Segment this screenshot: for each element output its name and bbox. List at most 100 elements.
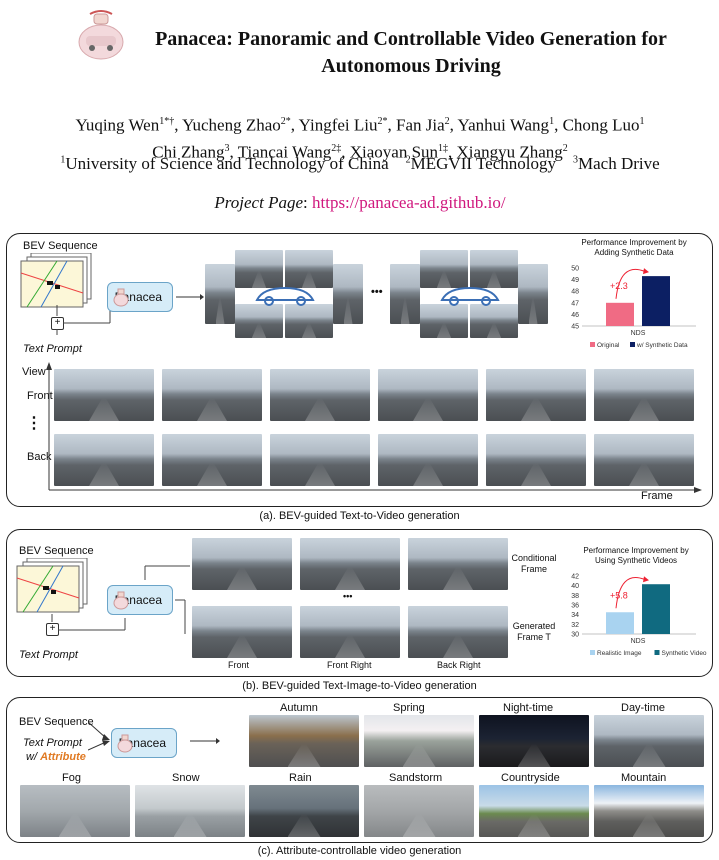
- chart-y-tick-label: 47: [571, 300, 579, 307]
- gen-frame-front-right: [300, 606, 400, 658]
- project-page-label: Project Page: [214, 193, 304, 212]
- conditional-label-1: Conditional: [511, 553, 557, 563]
- author-name-marker: 2*: [280, 116, 291, 127]
- panel-a-panorama-1: [205, 244, 363, 340]
- attr-label-night-time: Night-time: [503, 702, 554, 714]
- chart-legend-swatch: [590, 650, 595, 655]
- back-frame: [594, 434, 694, 486]
- attr-image-rain: [249, 785, 359, 837]
- panel-b-bev-map-icon: [16, 558, 88, 613]
- chart-delta-label: +5.8: [610, 590, 628, 600]
- panorama-1-view-front-right: [285, 250, 333, 288]
- attr-image-countryside: [479, 785, 589, 837]
- panacea-mini-logo-icon: [113, 288, 129, 307]
- attr-label-day-time: Day-time: [621, 702, 666, 714]
- panacea-mini-logo-icon: [113, 591, 129, 610]
- chart-bar: [642, 276, 670, 326]
- project-page-line: Project Page: https://panacea-ad.github.…: [214, 193, 506, 212]
- chart-y-tick-label: 34: [571, 612, 579, 619]
- attr-image-sandstorm: [364, 785, 474, 837]
- attribute-word: Attribute: [40, 751, 86, 763]
- chart-a-title-line-2: Adding Synthetic Data: [594, 248, 674, 257]
- chart-legend-label: Original: [597, 342, 620, 349]
- caption-c: (c). Attribute-controllable video genera…: [257, 845, 462, 857]
- front-frame: [378, 369, 478, 421]
- panel-b-combine-icon: +: [46, 623, 59, 636]
- affiliations: 1University of Science and Technology of…: [20, 154, 700, 174]
- title-line-2: Autonomous Driving: [321, 55, 501, 77]
- frame-view-axes: [46, 362, 702, 493]
- attr-image-night-time: [479, 715, 589, 767]
- chart-x-label: NDS: [631, 638, 646, 645]
- panorama-1-view-back-left: [235, 304, 283, 338]
- author-name: Chi Zhang: [152, 142, 225, 162]
- chart-y-tick-label: 48: [571, 289, 579, 296]
- panorama-2-view-right: [518, 264, 548, 324]
- author-name: Fan Jia: [396, 115, 445, 135]
- chart-b-title-line-1: Performance Improvement by: [583, 546, 689, 555]
- chart-y-tick-label: 46: [571, 312, 579, 319]
- panel-a-ellipsis: •••: [371, 286, 383, 298]
- chart-y-tick-label: 40: [571, 583, 579, 590]
- author-name: Yingfei Liu: [298, 115, 378, 135]
- attr-label-autumn: Autumn: [280, 702, 318, 714]
- attr-image-mountain: [594, 785, 704, 837]
- ego-car-icon: [255, 286, 315, 306]
- attr-image-autumn: [249, 715, 359, 767]
- back-frame: [162, 434, 262, 486]
- panel-b-bev-label: BEV Sequence: [19, 545, 94, 557]
- row-vdots: ⋮: [26, 415, 42, 432]
- panorama-2-view-left: [390, 264, 420, 324]
- authors-line-2: Chi Zhang3, Tiancai Wang2‡, Xiaoyan Sun1…: [152, 142, 568, 162]
- author-name: Yuqing Wen: [75, 115, 160, 135]
- chart-y-tick-label: 36: [571, 603, 579, 610]
- caption-a: (a). BEV-guided Text-to-Video generation: [259, 510, 460, 522]
- panel-b-panacea-model: Panacea: [107, 585, 173, 615]
- panel-a-bev-map-icon: [20, 253, 92, 308]
- chart-y-tick-label: 30: [571, 632, 579, 639]
- chart-y-tick-label: 42: [571, 574, 579, 581]
- back-frame: [486, 434, 586, 486]
- attr-label-spring: Spring: [393, 702, 425, 714]
- chart-b-title-line-2: Using Synthetic Videos: [594, 556, 678, 565]
- affiliation-name: Mach Drive: [577, 154, 660, 173]
- attr-label-sandstorm: Sandstorm: [389, 772, 443, 784]
- back-frame: [378, 434, 478, 486]
- panel-a-flow-arrows: [56, 305, 111, 335]
- chart-legend-label: Synthetic Video: [662, 650, 707, 657]
- author-name: Chong Luo: [562, 115, 640, 135]
- cond-frame-front-right: [300, 538, 400, 590]
- author-name-marker: 1*†: [159, 116, 175, 127]
- generated-label-2: Frame T: [517, 632, 551, 642]
- chart-delta-arrowhead: [643, 576, 649, 583]
- author-name: Yucheng Zhao: [182, 115, 281, 135]
- affiliation-marker: 1: [60, 154, 66, 166]
- panel-c-panacea-model: Panacea: [111, 728, 177, 758]
- front-frame: [270, 369, 370, 421]
- view-label-front-right: Front Right: [327, 660, 372, 670]
- chart-bar: [642, 584, 670, 634]
- generated-label-1: Generated: [512, 621, 556, 631]
- panacea-mini-logo-icon: [117, 734, 133, 753]
- chart-x-label: NDS: [631, 330, 646, 337]
- panel-a-panorama-2: [390, 244, 548, 340]
- axis-view-label: View: [22, 366, 46, 378]
- chart-b-title: Performance Improvement by Using Synthet…: [566, 546, 706, 566]
- paper-title: Panacea: Panoramic and Controllable Vide…: [126, 26, 696, 80]
- chart-delta-arrow: [615, 577, 645, 609]
- panel-c-attribute-line: w/ Attribute: [26, 751, 86, 763]
- chart-a-title-line-1: Performance Improvement by: [581, 238, 687, 247]
- chart-y-tick-label: 38: [571, 593, 579, 600]
- attr-label-rain: Rain: [289, 772, 312, 784]
- panorama-1-view-left: [205, 264, 235, 324]
- front-frame: [162, 369, 262, 421]
- chart-legend-swatch: [630, 342, 635, 347]
- front-frame: [594, 369, 694, 421]
- chart-y-tick-label: 32: [571, 622, 579, 629]
- affiliation-name: MEGVII Technology: [410, 154, 556, 173]
- attr-label-countryside: Countryside: [501, 772, 560, 784]
- panel-b-ellipsis: •••: [343, 591, 353, 601]
- row-back-label: Back: [27, 451, 52, 463]
- chart-legend-label: Realistic Image: [597, 650, 642, 657]
- project-page-link[interactable]: https://panacea-ad.github.io/: [312, 193, 506, 212]
